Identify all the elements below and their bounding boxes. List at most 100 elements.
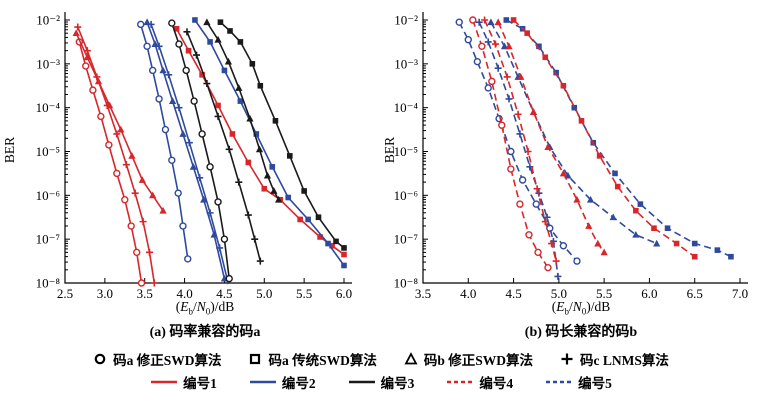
marker-circle <box>518 176 527 184</box>
marker-circle <box>534 248 542 257</box>
series-b-no4-circle <box>469 16 552 272</box>
legend-line-label: 编号1 <box>183 376 217 391</box>
marker-triangle <box>72 29 80 37</box>
marker-square <box>341 262 347 269</box>
marker-square <box>301 188 307 194</box>
marker-circle <box>525 231 533 239</box>
series-line <box>77 26 156 284</box>
circle-icon <box>94 353 106 365</box>
series-line <box>78 41 143 284</box>
marker-triangle <box>255 145 264 153</box>
marker-square <box>207 39 213 45</box>
series-line <box>497 21 605 253</box>
plot-a: 10⁻² 10⁻³ 10⁻⁴ 10⁻⁵ 10⁻⁶ 10⁻⁷ 10⁻⁸2.5 3.0 3.5 4.0… <box>2 12 352 301</box>
marker-square <box>185 47 192 54</box>
marker-square <box>612 170 618 177</box>
series-a-no3-triangle <box>203 18 283 203</box>
marker-triangle <box>138 176 146 183</box>
legend-marker-item-circle: 码a 修正SWD算法 <box>93 349 221 369</box>
legend-marker-row: 码a 修正SWD算法 码a 传统SWD算法 码b 修正SWD算法 码c LNMS算法 <box>0 349 762 369</box>
marker-circle <box>121 196 129 204</box>
marker-square <box>249 61 256 67</box>
marker-square <box>286 153 293 159</box>
y-tick-label: 10⁻⁸ <box>394 276 419 291</box>
marker-circle <box>478 42 486 50</box>
marker-plus <box>481 16 489 24</box>
series-a-no1-circle <box>75 38 146 287</box>
marker-plus <box>147 20 155 28</box>
marker-square <box>192 17 198 23</box>
marker-square <box>341 245 347 251</box>
legend-marker-item-square: 码a 传统SWD算法 <box>248 349 377 369</box>
series-b-no4-square <box>510 17 698 260</box>
legend-line-item-编号1: 编号1 <box>150 372 217 392</box>
marker-plus <box>524 148 532 155</box>
marker-circle <box>161 125 170 134</box>
series-a-no2-square <box>192 17 347 269</box>
marker-plus <box>203 80 211 88</box>
marker-square <box>542 54 549 61</box>
y-tick-label: 10⁻⁴ <box>394 100 419 115</box>
marker-square <box>714 247 721 253</box>
legend-marker-item-plus: 码c LNMS算法 <box>560 349 669 369</box>
marker-square <box>503 17 510 23</box>
marker-triangle <box>505 42 513 50</box>
marker-square <box>245 159 252 166</box>
marker-plus <box>216 244 224 252</box>
marker-plus <box>475 18 483 26</box>
legend-marker-label: 码a 传统SWD算法 <box>268 353 377 368</box>
x-tick-label: 3.5 <box>137 286 153 301</box>
x-tick-label: 5.5 <box>296 286 312 301</box>
marker-triangle <box>600 248 608 256</box>
marker-circle <box>544 263 552 272</box>
marker-plus <box>139 218 147 226</box>
marker-circle <box>127 222 135 230</box>
marker-plus <box>150 279 158 287</box>
y-tick-label: 10⁻⁴ <box>36 100 61 115</box>
series-line <box>505 19 732 258</box>
series-b-no4-triangle <box>494 18 608 256</box>
marker-square <box>229 131 236 137</box>
marker-triangle <box>559 169 567 177</box>
marker-plus <box>503 73 511 81</box>
marker-plus <box>155 42 163 50</box>
marker-square <box>215 102 221 109</box>
marker-plus <box>552 257 560 265</box>
series-a-no3-plus <box>183 28 264 265</box>
marker-triangle <box>586 195 595 203</box>
marker-circle <box>155 95 163 103</box>
marker-plus <box>122 161 130 169</box>
series-b-no5-triangle <box>487 18 661 247</box>
marker-triangle <box>564 171 572 179</box>
y-tick-label: 10⁻⁵ <box>36 144 60 159</box>
marker-triangle <box>573 195 581 203</box>
y-tick-label: 10⁻² <box>394 13 418 28</box>
marker-circle <box>105 141 113 149</box>
marker-square <box>614 183 621 190</box>
marker-circle <box>182 66 190 75</box>
marker-circle <box>184 255 192 263</box>
plus-icon <box>561 353 573 365</box>
marker-square <box>633 207 639 214</box>
series-line <box>194 19 345 266</box>
marker-triangle <box>224 57 233 65</box>
marker-square <box>691 240 698 247</box>
marker-square <box>285 194 291 201</box>
marker-triangle <box>517 73 525 80</box>
marker-triangle <box>275 195 283 203</box>
dashed-line-icon <box>546 380 573 384</box>
marker-triangle <box>487 18 495 26</box>
marker-triangle <box>106 101 114 109</box>
marker-circle <box>82 62 90 70</box>
marker-square <box>269 164 276 170</box>
marker-plus <box>533 185 541 193</box>
marker-plus <box>541 218 549 226</box>
legend-line-label: 编号2 <box>281 376 316 391</box>
y-tick-label: 10⁻⁸ <box>36 276 61 291</box>
series-line <box>472 19 549 269</box>
marker-circle <box>175 40 183 48</box>
marker-plus <box>196 174 204 182</box>
marker-plus <box>185 139 193 147</box>
marker-circle <box>469 16 477 24</box>
series-b-no5-plus <box>475 18 562 280</box>
